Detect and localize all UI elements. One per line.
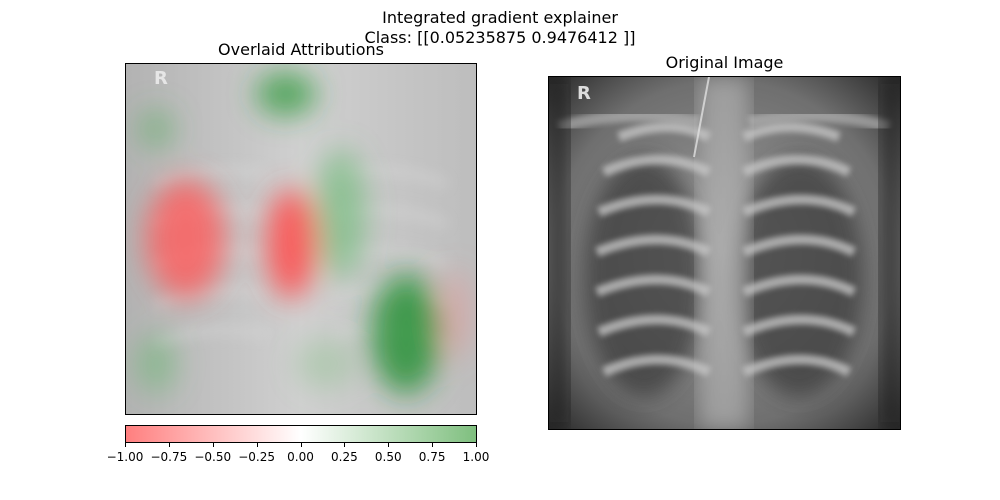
colorbar-tick (125, 443, 126, 447)
colorbar-ticks: −1.00 −0.75 −0.50 −0.25 0.00 0.25 0.50 0.75 1.00 (107, 443, 489, 464)
colorbar-tick-label: −1.00 (106, 450, 144, 464)
colorbar-tick (432, 443, 434, 447)
colorbar-tick (300, 443, 302, 447)
colorbar-tick (212, 443, 214, 447)
colorbar-tick (168, 443, 170, 447)
colorbar-gradient (126, 426, 476, 442)
attribution-blob (146, 179, 226, 299)
radiograph-side-marker: R (577, 83, 591, 104)
attribution-blob (256, 72, 316, 116)
colorbar-tick-label: 1.00 (462, 450, 490, 464)
colorbar-tick-label: 0.50 (374, 450, 402, 464)
colorbar-tick-label: −0.50 (194, 450, 232, 464)
colorbar-tick-label: 0.25 (331, 450, 358, 464)
figure-subtitle: Class: [[0.05235875 0.9476412 ]] (364, 28, 636, 47)
colorbar-tick-label: 0.00 (287, 450, 314, 464)
colorbar-tick-label: −0.75 (150, 450, 188, 464)
radiograph-side-marker: R (154, 68, 168, 89)
attribution-overlay-svg (126, 64, 476, 414)
attribution-blob (296, 339, 356, 389)
overlaid-attributions-image: R (125, 63, 477, 415)
attribution-blob (266, 189, 316, 299)
xray-svg (549, 77, 900, 429)
attribution-blob (442, 269, 470, 359)
overlaid-attributions-title: Overlaid Attributions (218, 40, 384, 59)
colorbar-tick-label: 0.75 (418, 450, 446, 464)
attribution-blob (136, 334, 176, 394)
figure-title: Integrated gradient explainer (382, 8, 618, 27)
colorbar (125, 425, 477, 443)
colorbar-tick-label: −0.25 (238, 450, 276, 464)
attribution-blob (371, 274, 441, 394)
colorbar-tick (344, 443, 346, 447)
original-image-title: Original Image (665, 53, 784, 72)
original-xray-image: R (548, 76, 901, 430)
attribution-blob (138, 109, 174, 149)
colorbar-tick (476, 443, 477, 447)
attribution-blob (316, 149, 366, 279)
colorbar-tick (256, 443, 258, 447)
colorbar-tick (388, 443, 390, 447)
